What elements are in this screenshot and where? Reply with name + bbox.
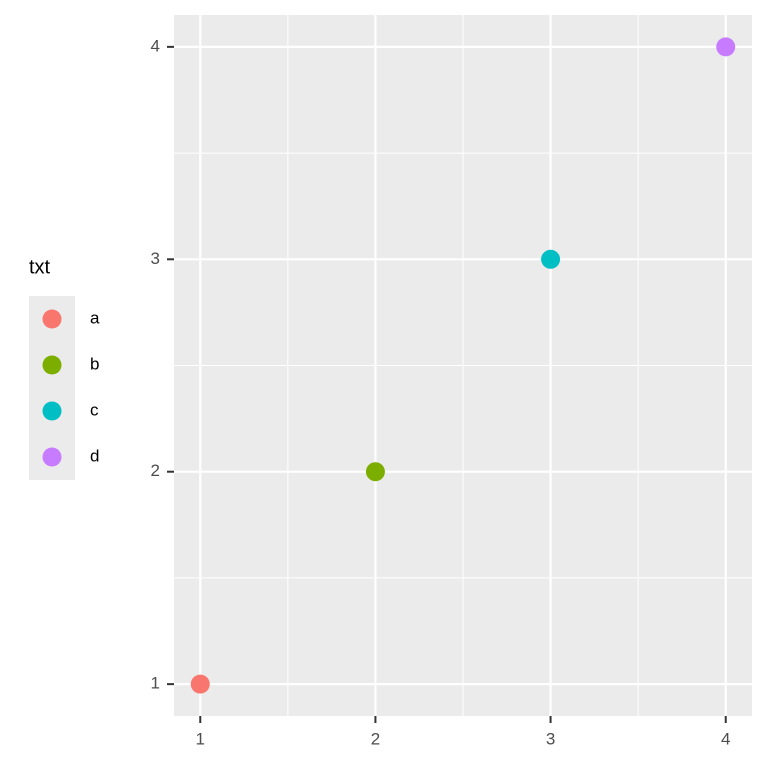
legend-label: d — [90, 446, 99, 465]
legend-title: txt — [29, 256, 51, 278]
point — [365, 462, 385, 482]
legend-key — [42, 309, 62, 329]
legend-label: b — [90, 354, 99, 373]
y-tick-label: 1 — [151, 674, 160, 693]
point — [541, 249, 561, 269]
legend-label: c — [90, 400, 99, 419]
legend-key — [42, 401, 62, 421]
x-tick-label: 3 — [546, 729, 555, 748]
legend-label: a — [90, 308, 100, 327]
grid — [174, 15, 752, 716]
legend-key — [42, 447, 62, 467]
x-tick-label: 4 — [721, 729, 730, 748]
point — [716, 37, 736, 57]
y-tick-label: 3 — [151, 249, 160, 268]
x-tick-label: 1 — [196, 729, 205, 748]
y-tick-label: 2 — [151, 461, 160, 480]
marks — [190, 37, 736, 694]
y-tick-label: 4 — [151, 36, 160, 55]
point — [190, 674, 210, 694]
legend-key — [42, 355, 62, 375]
x-tick-label: 2 — [371, 729, 380, 748]
